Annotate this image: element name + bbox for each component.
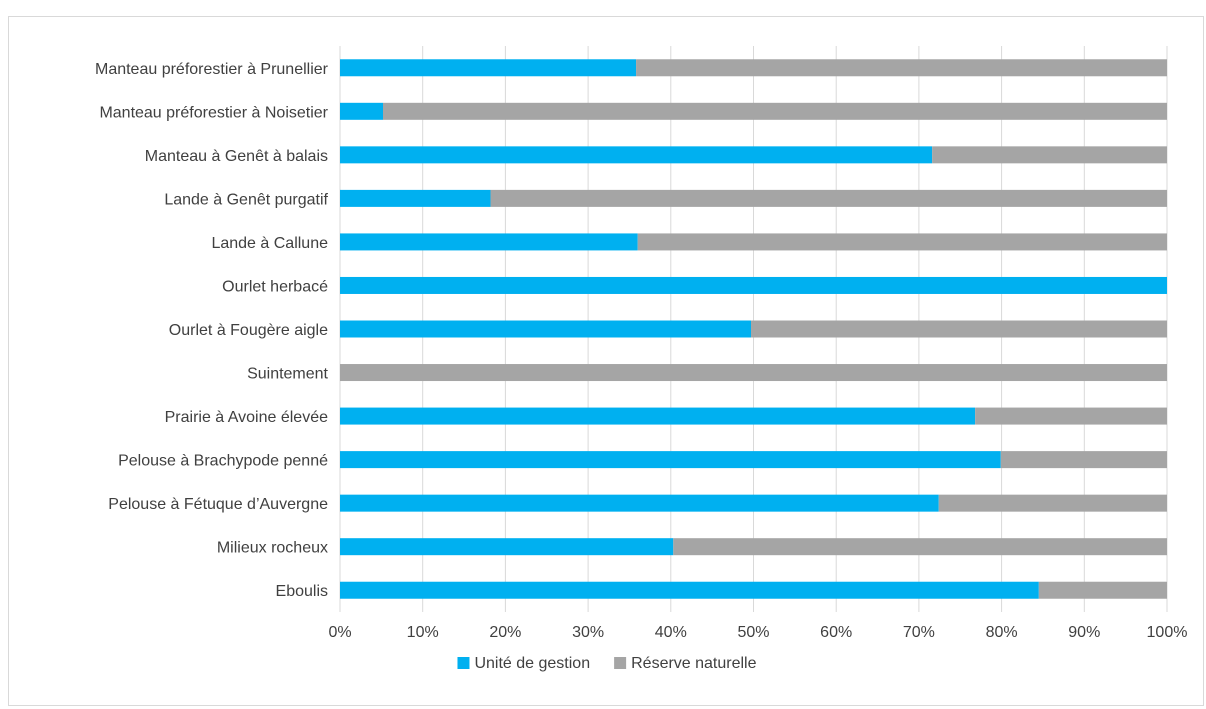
x-tick-label: 100%: [1147, 624, 1188, 641]
bar-unite-de-gestion: [340, 581, 1039, 599]
bar-unite-de-gestion: [340, 494, 939, 512]
category-labels: Manteau préforestier à Prunellier Manteau…: [95, 61, 329, 600]
x-tick-label: 30%: [572, 624, 604, 641]
category-label: Milieux rocheux: [217, 540, 328, 557]
bar-unite-de-gestion: [340, 320, 752, 338]
x-tick-label: 90%: [1068, 624, 1100, 641]
legend-label-unite-de-gestion: Unité de gestion: [474, 655, 590, 672]
x-axis-ticks: 0% 10% 20% 30% 40% 50% 60% 70% 80% 90% 100%: [328, 624, 1187, 641]
bar-reserve-naturelle: [673, 538, 1167, 556]
x-tick-label: 50%: [737, 624, 769, 641]
bar-reserve-naturelle: [1000, 451, 1167, 469]
category-label: Lande à Genêt purgatif: [164, 191, 328, 208]
bar-unite-de-gestion: [340, 189, 491, 207]
bar-reserve-naturelle: [383, 102, 1167, 120]
x-tick-label: 10%: [407, 624, 439, 641]
bar-unite-de-gestion: [340, 407, 976, 425]
legend-swatch-reserve-naturelle: [614, 657, 627, 669]
legend-swatch-unite-de-gestion: [457, 657, 470, 669]
category-label: Manteau à Genêt à balais: [145, 148, 328, 165]
bars: [340, 59, 1167, 599]
bar-reserve-naturelle: [938, 494, 1167, 512]
bar-reserve-naturelle: [636, 59, 1167, 77]
category-label: Pelouse à Brachypode penné: [118, 453, 328, 470]
bar-unite-de-gestion: [340, 276, 1167, 294]
bar-reserve-naturelle: [975, 407, 1167, 425]
chart-frame: Manteau préforestier à Prunellier Manteau…: [8, 16, 1204, 706]
x-tick-label: 0%: [328, 624, 351, 641]
bar-unite-de-gestion: [340, 451, 1001, 469]
category-label: Prairie à Avoine élevée: [165, 409, 328, 426]
legend: Unité de gestion Réserve naturelle: [457, 655, 757, 672]
category-label: Lande à Callune: [211, 235, 328, 252]
bar-reserve-naturelle: [637, 233, 1167, 251]
bar-reserve-naturelle: [751, 320, 1167, 338]
category-label: Pelouse à Fétuque d’Auvergne: [108, 496, 328, 513]
category-label: Eboulis: [276, 583, 328, 600]
x-tick-label: 60%: [820, 624, 852, 641]
x-tick-label: 80%: [986, 624, 1018, 641]
category-label: Suintement: [247, 366, 328, 383]
category-label: Ourlet à Fougère aigle: [169, 322, 328, 339]
category-label: Manteau préforestier à Prunellier: [95, 61, 329, 78]
stacked-bar-chart: Manteau préforestier à Prunellier Manteau…: [95, 46, 1187, 672]
x-tick-label: 20%: [489, 624, 521, 641]
bar-reserve-naturelle: [490, 189, 1167, 207]
bar-unite-de-gestion: [340, 146, 933, 164]
bar-unite-de-gestion: [340, 59, 637, 77]
category-label: Ourlet herbacé: [222, 278, 328, 295]
bar-unite-de-gestion: [340, 233, 638, 251]
category-label: Manteau préforestier à Noisetier: [99, 104, 328, 121]
x-tick-label: 70%: [903, 624, 935, 641]
bar-unite-de-gestion: [340, 538, 674, 556]
x-tick-label: 40%: [655, 624, 687, 641]
bar-reserve-naturelle: [932, 146, 1167, 164]
legend-label-reserve-naturelle: Réserve naturelle: [631, 655, 757, 672]
bar-unite-de-gestion: [340, 102, 384, 120]
bar-reserve-naturelle: [1038, 581, 1167, 599]
bar-reserve-naturelle: [340, 364, 1167, 382]
